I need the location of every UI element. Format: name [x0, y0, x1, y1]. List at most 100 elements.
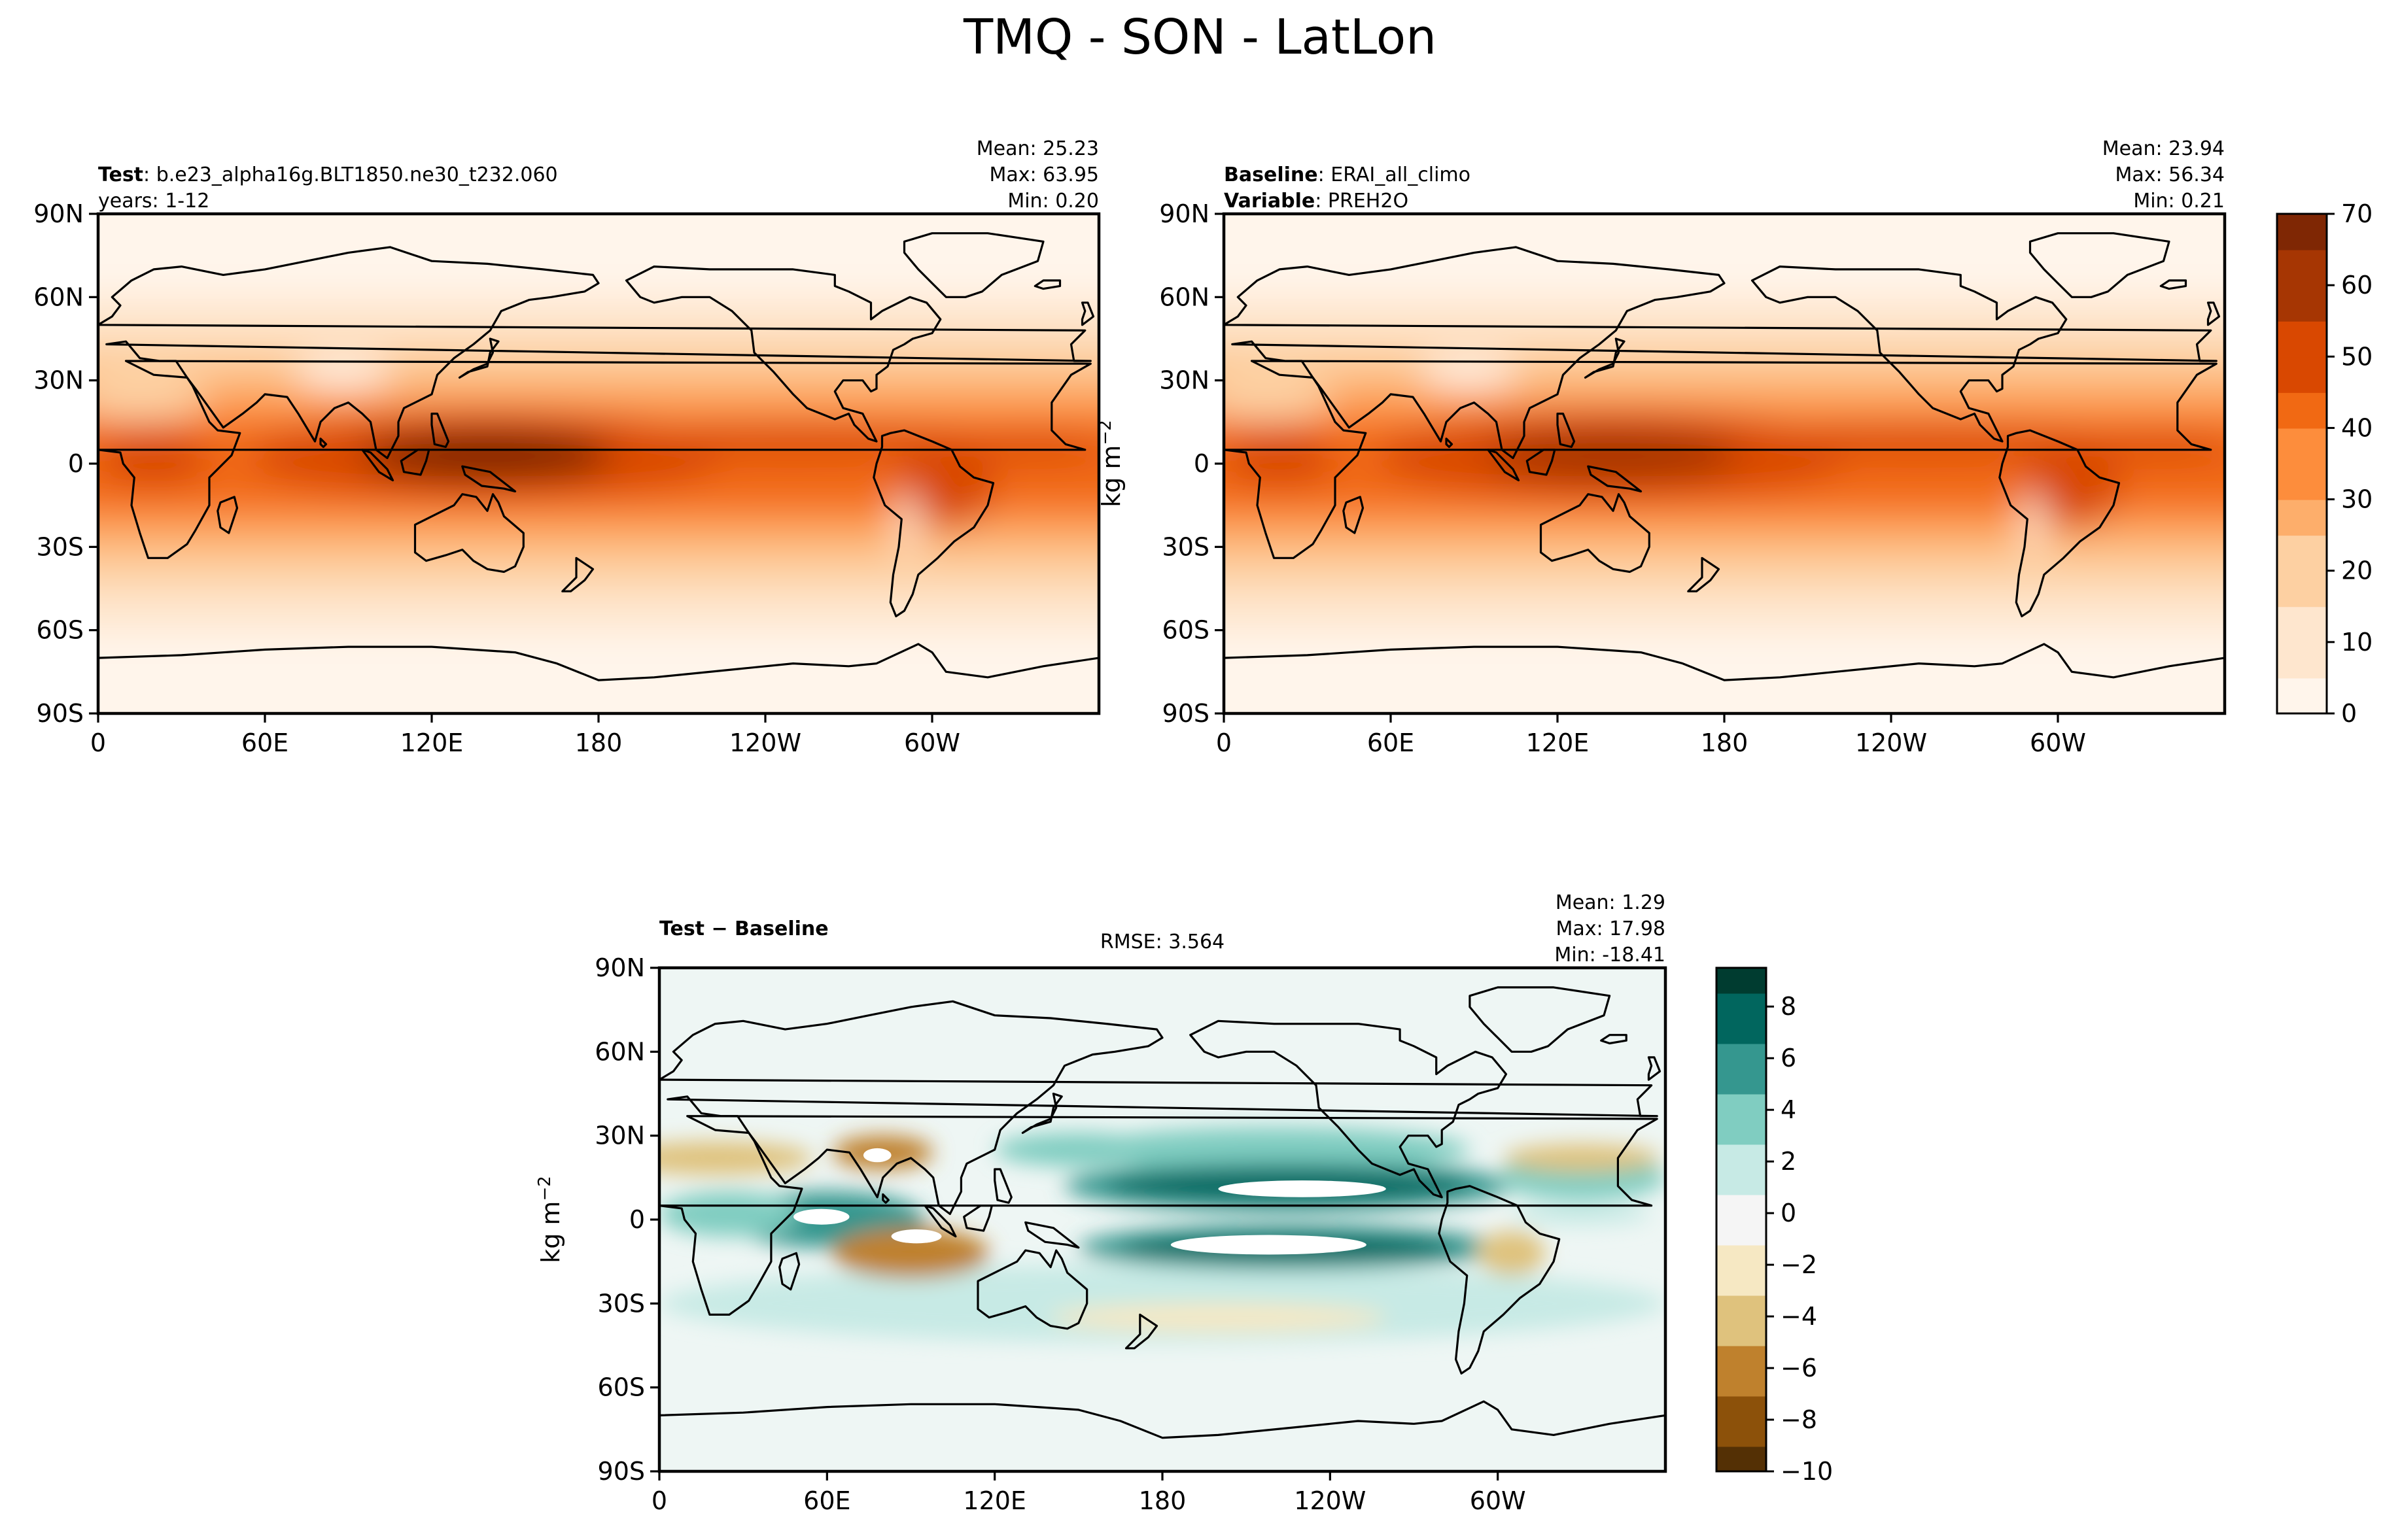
- div-colorbar-level: [1716, 1295, 1766, 1321]
- diff-coast-srilanka: [882, 1193, 890, 1204]
- seq-colorbar-label: 40: [2341, 413, 2373, 442]
- seq-colorbar-level: [2277, 249, 2327, 286]
- base-coast-greenland: [2028, 232, 2170, 298]
- test-coast-newzealand: [561, 556, 595, 592]
- base-ylabel-text: kg m: [1097, 445, 1126, 507]
- div-colorbar-label: −10: [1781, 1457, 1833, 1486]
- test-sahara: [98, 375, 209, 420]
- test-coast-samerica: [873, 429, 995, 617]
- base-coast-japan: [1584, 337, 1626, 379]
- base-coast-uk: [2206, 301, 2221, 326]
- base-coast-sumatra: [1487, 449, 1520, 482]
- div-colorbar-level: [1716, 1144, 1766, 1170]
- base-label-sep: :: [1318, 163, 1331, 186]
- test-coast-japan: [458, 337, 500, 379]
- base-coast-africa: [1223, 360, 2217, 559]
- diff-ytick-label: 0: [629, 1205, 645, 1234]
- seq-colorbar-label: 70: [2341, 199, 2373, 228]
- test-stat: Mean: 25.23: [977, 137, 1099, 160]
- diff-xtick-label: 0: [652, 1486, 667, 1515]
- test-coast-uk: [1081, 301, 1095, 326]
- diff-indian-neg: [832, 1227, 990, 1278]
- diff-sat-spcz: [1170, 1235, 1366, 1255]
- base-tibet: [1418, 358, 1519, 386]
- div-colorbar-level: [1716, 1169, 1766, 1195]
- base-ylabel: kg m−2: [1096, 420, 1126, 507]
- test-label-value: b.e23_alpha16g.BLT1850.ne30_t232.060: [156, 163, 558, 186]
- base-coast-philippines: [1556, 413, 1576, 449]
- div-colorbar-label: −6: [1781, 1354, 1817, 1382]
- diff-sat-itcz: [1218, 1180, 1386, 1197]
- diff-saturated: [793, 1148, 1386, 1255]
- test-tibet: [292, 358, 393, 386]
- div-colorbar-label: −4: [1781, 1302, 1817, 1331]
- test-coast-eurasia: [97, 246, 1092, 460]
- diff-header: Test − Baseline RMSE: 3.564 Mean: 1.29 Max:…: [659, 891, 1665, 967]
- test-warm-pool-core: [362, 430, 613, 481]
- base-coast-borneo: [1525, 449, 1556, 476]
- base-ylabel-sup: −2: [1096, 420, 1115, 445]
- diff-sat-india: [863, 1148, 892, 1163]
- diff-field: [659, 968, 1665, 1471]
- diff-sat-indian: [793, 1208, 850, 1225]
- base-warm-pool-core: [1487, 430, 1739, 481]
- base-ytick-label: 30N: [1159, 366, 1209, 395]
- diff-xtick-label: 60W: [1470, 1486, 1526, 1515]
- base-coast-namerica: [1750, 265, 2068, 443]
- base-xtick-label: 0: [1216, 728, 1232, 757]
- diff-stat: Min: -18.41: [1554, 944, 1665, 967]
- seq-colorbar-level: [2277, 214, 2327, 250]
- test-xtick-label: 60E: [241, 728, 288, 757]
- diff-south-midlat: [659, 1264, 1665, 1343]
- diff-coast-madagascar: [778, 1252, 801, 1291]
- diff-atl-dry: [1503, 1144, 1660, 1172]
- div-colorbar: 8 6 4 2 0 −2 −4 −6 −8 −10: [1715, 967, 1833, 1486]
- test-field: [98, 214, 1099, 713]
- base-stat: Max: 56.34: [2115, 163, 2225, 186]
- div-colorbar-level: [1716, 1421, 1766, 1447]
- base-coast-eurasia: [1223, 246, 2217, 460]
- diff-africa-pos: [659, 1191, 799, 1237]
- diff-coast-africa: [658, 1115, 1658, 1316]
- base-label-line1: Baseline: ERAI_all_climo: [1224, 163, 1470, 186]
- base-xtick-label: 60W: [2030, 728, 2086, 757]
- base-coast-iceland: [2159, 279, 2187, 290]
- diff-xtick-label: 60E: [803, 1486, 850, 1515]
- seq-colorbar-label: 30: [2341, 485, 2373, 514]
- diff-ylabel: kg m−2: [535, 1176, 565, 1263]
- test-coast-sumatra: [361, 449, 394, 482]
- div-colorbar-level: [1716, 1093, 1766, 1120]
- base-moisture-bands: [1224, 297, 2225, 630]
- test-header: Test: b.e23_alpha16g.BLT1850.ne30_t232.0…: [98, 137, 1099, 213]
- base-ytick-label: 90S: [1162, 699, 1209, 728]
- seq-colorbar-label: 60: [2341, 271, 2373, 299]
- diff-coast-uk: [1647, 1056, 1661, 1081]
- base-ytick-label: 60N: [1159, 282, 1209, 311]
- div-colorbar-label: 6: [1781, 1044, 1796, 1072]
- div-colorbar-level: [1716, 993, 1766, 1019]
- div-colorbar-label: −2: [1781, 1250, 1817, 1279]
- seq-colorbar-level: [2277, 392, 2327, 429]
- diff-ytick-label: 90S: [598, 1457, 645, 1486]
- base-coast-samerica: [1998, 429, 2121, 617]
- seq-colorbar-level: [2277, 570, 2327, 607]
- base-coast-australia: [1539, 493, 1650, 573]
- test-coast-namerica: [625, 265, 942, 443]
- div-colorbar-label: 0: [1781, 1199, 1796, 1227]
- test-xtick-label: 180: [575, 728, 623, 757]
- seq-colorbar-level: [2277, 677, 2327, 714]
- diff-ytick-label: 30N: [595, 1121, 645, 1150]
- diff-ytick-label: 90N: [595, 953, 645, 982]
- test-ytick-label: 60S: [37, 616, 84, 645]
- diff-coast-iceland: [1600, 1034, 1627, 1045]
- div-colorbar-level: [1716, 1244, 1766, 1271]
- base-ytick-label: 60S: [1162, 616, 1209, 645]
- base-coast-madagascar: [1342, 496, 1365, 534]
- base-atlantic-itcz: [2072, 433, 2225, 461]
- seq-colorbar-label: 20: [2341, 556, 2373, 585]
- diff-label-line1: Test − Baseline: [659, 917, 829, 940]
- test-stat: Min: 0.20: [1007, 190, 1099, 213]
- diff-coast-antarctica: [658, 1400, 1667, 1473]
- diff-coast-newguinea: [1024, 1221, 1080, 1249]
- diff-xtick-label: 120E: [963, 1486, 1026, 1515]
